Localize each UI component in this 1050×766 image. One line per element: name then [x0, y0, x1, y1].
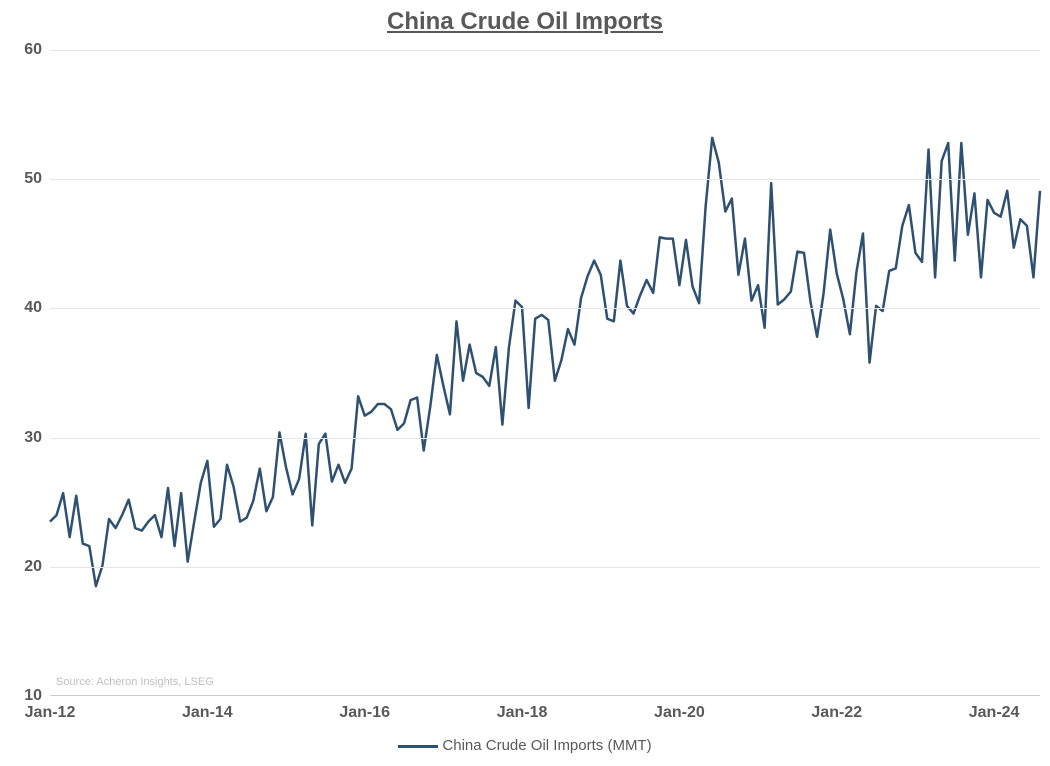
- y-axis-tick-label: 20: [24, 558, 42, 576]
- y-axis-tick-label: 60: [24, 41, 42, 59]
- x-axis-tick-label: Jan-22: [811, 704, 862, 722]
- gridline: [50, 308, 1040, 309]
- gridline: [50, 50, 1040, 51]
- gridline: [50, 438, 1040, 439]
- y-axis-tick-label: 10: [24, 687, 42, 705]
- plot-area: Source: Acheron Insights, LSEG 102030405…: [50, 50, 1040, 696]
- gridline: [50, 179, 1040, 180]
- x-axis-tick-label: Jan-18: [497, 704, 548, 722]
- data-line: [50, 138, 1040, 586]
- chart-title: China Crude Oil Imports: [0, 8, 1050, 36]
- x-axis-tick-label: Jan-24: [969, 704, 1020, 722]
- x-axis-tick-label: Jan-20: [654, 704, 705, 722]
- y-axis-tick-label: 50: [24, 170, 42, 188]
- chart-container: China Crude Oil Imports Source: Acheron …: [0, 0, 1050, 766]
- y-axis-tick-label: 30: [24, 429, 42, 447]
- x-axis-tick-label: Jan-14: [182, 704, 233, 722]
- source-note: Source: Acheron Insights, LSEG: [56, 676, 214, 688]
- legend: China Crude Oil Imports (MMT): [0, 737, 1050, 754]
- x-axis-tick-label: Jan-16: [339, 704, 390, 722]
- gridline: [50, 567, 1040, 568]
- x-axis-tick-label: Jan-12: [25, 704, 76, 722]
- legend-label: China Crude Oil Imports (MMT): [442, 737, 651, 754]
- legend-line: [398, 745, 438, 748]
- y-axis-tick-label: 40: [24, 299, 42, 317]
- chart-line-svg: [50, 50, 1040, 696]
